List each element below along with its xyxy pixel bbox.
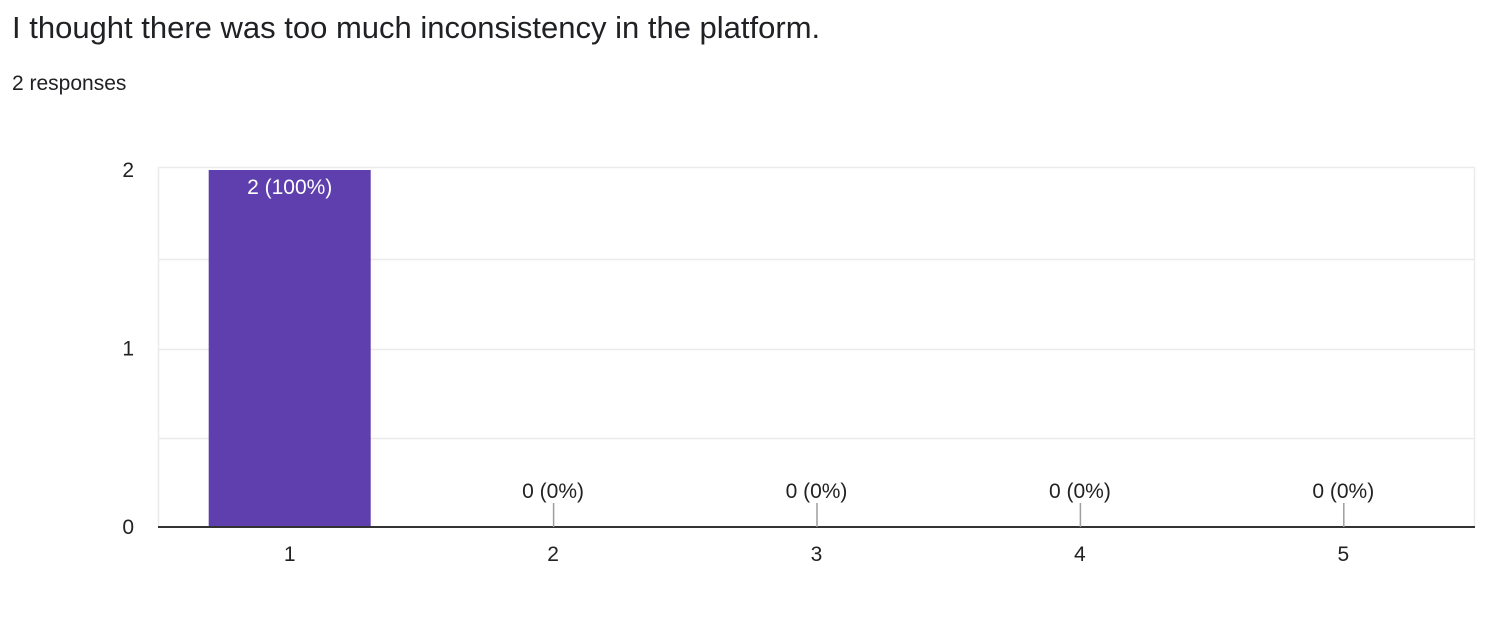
y-tick-label: 0 <box>122 516 134 539</box>
x-tick-label: 4 <box>1074 543 1086 566</box>
y-tick-label: 1 <box>122 338 134 361</box>
question-title: I thought there was too much inconsisten… <box>12 10 821 45</box>
data-label: 0 (0%) <box>522 480 584 503</box>
x-tick-label: 1 <box>284 543 296 566</box>
bars <box>208 170 371 527</box>
x-tick-label: 5 <box>1337 543 1349 566</box>
x-tick-label: 2 <box>547 543 559 566</box>
data-label: 0 (0%) <box>1312 480 1374 503</box>
bar <box>208 170 371 527</box>
gridlines <box>157 166 1476 527</box>
response-count: 2 responses <box>12 72 127 95</box>
data-label: 2 (100%) <box>247 176 332 199</box>
y-tick-label: 2 <box>122 159 134 182</box>
data-label: 0 (0%) <box>1049 480 1111 503</box>
data-label: 0 (0%) <box>786 480 848 503</box>
data-labels: 2 (100%) 0 (0%) 0 (0%) 0 (0%) 0 (0%) <box>247 176 1374 527</box>
x-tick-label: 3 <box>811 543 823 566</box>
